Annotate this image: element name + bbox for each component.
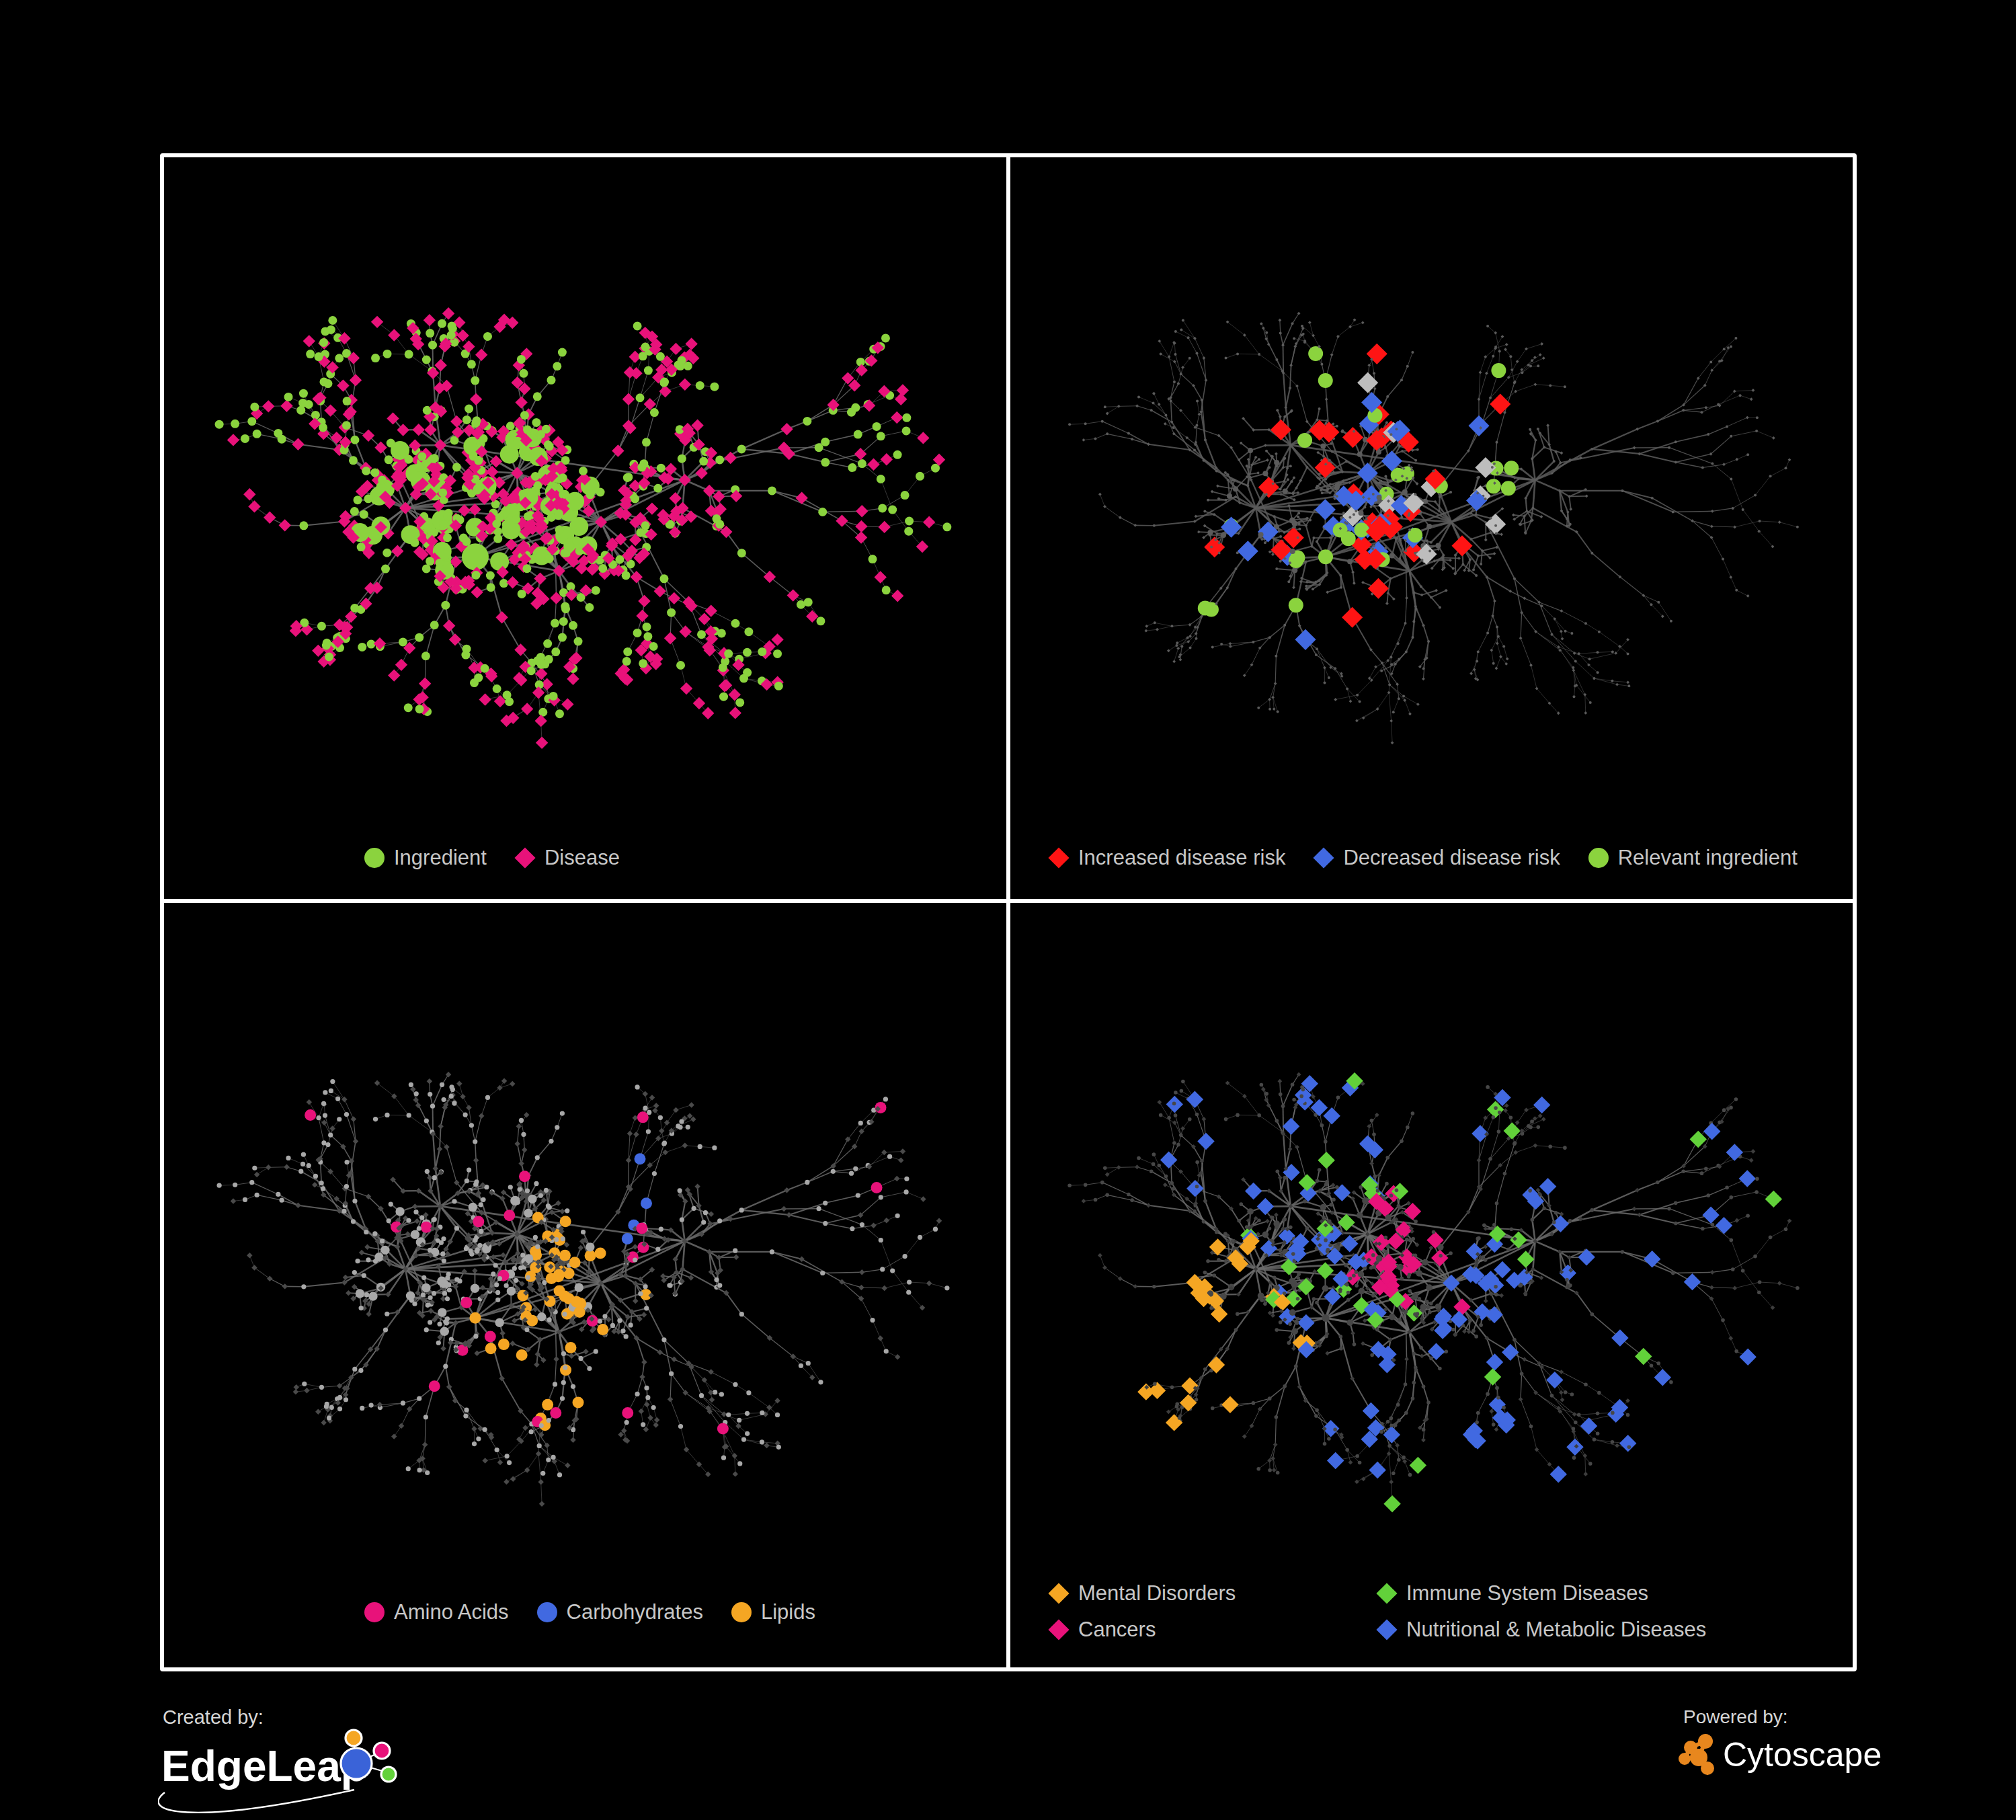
svg-text:EdgeLeap: EdgeLeap (161, 1742, 367, 1790)
svg-text:Cytoscape: Cytoscape (1723, 1736, 1882, 1774)
